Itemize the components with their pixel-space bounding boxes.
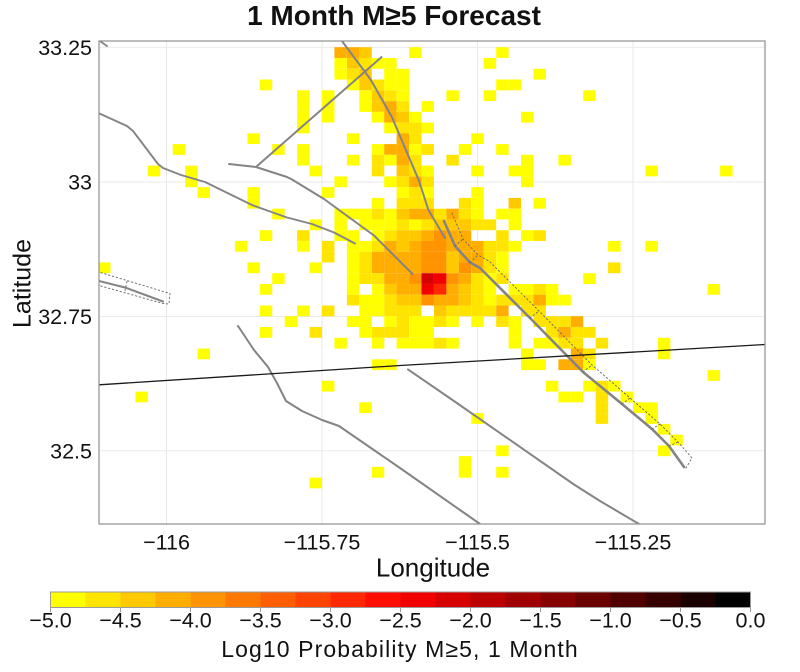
svg-text:−4.5: −4.5	[99, 609, 141, 633]
svg-text:−115.75: −115.75	[284, 531, 361, 555]
svg-text:−116: −116	[143, 531, 190, 555]
svg-text:0.0: 0.0	[736, 609, 766, 633]
svg-text:32.75: 32.75	[38, 305, 92, 329]
svg-text:−1.0: −1.0	[589, 609, 631, 633]
svg-text:−1.5: −1.5	[519, 609, 561, 633]
svg-text:−4.0: −4.0	[169, 609, 211, 633]
svg-text:−5.0: −5.0	[29, 609, 71, 633]
svg-text:−115.25: −115.25	[595, 531, 672, 555]
svg-text:−115.5: −115.5	[445, 531, 510, 555]
svg-text:33.25: 33.25	[38, 36, 92, 60]
svg-text:−2.0: −2.0	[449, 609, 491, 633]
svg-text:Log10 Probability M≥5, 1 Month: Log10 Probability M≥5, 1 Month	[221, 636, 579, 662]
svg-text:1 Month M≥5 Forecast: 1 Month M≥5 Forecast	[247, 0, 541, 31]
svg-text:−3.5: −3.5	[239, 609, 281, 633]
svg-text:33: 33	[68, 171, 92, 195]
svg-text:−0.5: −0.5	[659, 609, 701, 633]
svg-text:−3.0: −3.0	[309, 609, 351, 633]
svg-text:−2.5: −2.5	[379, 609, 421, 633]
svg-text:Longitude: Longitude	[376, 553, 490, 583]
svg-text:32.5: 32.5	[50, 439, 92, 463]
svg-text:Latitude: Latitude	[9, 239, 37, 328]
